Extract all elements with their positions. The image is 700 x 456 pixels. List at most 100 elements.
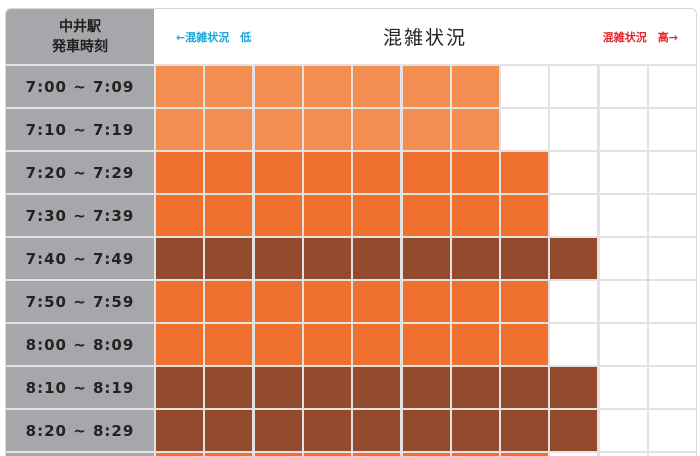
congestion-cell-filled: [353, 281, 401, 322]
congestion-cell-filled: [353, 367, 401, 408]
congestion-cell-filled: [402, 152, 450, 193]
congestion-cell-empty: [599, 66, 647, 107]
congestion-cell-filled: [205, 324, 253, 365]
congestion-cell-filled: [254, 410, 302, 451]
congestion-cell-empty: [550, 66, 598, 107]
congestion-cell-filled: [353, 410, 401, 451]
station-name: 中井駅: [59, 18, 101, 35]
congestion-cell-filled: [451, 238, 499, 279]
time-label: 8:00 ~ 8:09: [6, 324, 154, 365]
congestion-cell-empty: [649, 109, 696, 150]
time-label: 8:20 ~ 8:29: [6, 410, 154, 451]
time-label: 7:10 ~ 7:19: [6, 109, 154, 150]
congestion-cell-filled: [156, 238, 203, 279]
time-label: 7:00 ~ 7:09: [6, 66, 154, 107]
congestion-cell-filled: [254, 453, 302, 456]
congestion-cell-empty: [599, 324, 647, 365]
time-label: 7:20 ~ 7:29: [6, 152, 154, 193]
congestion-cell-filled: [156, 453, 203, 456]
congestion-cell-filled: [303, 324, 351, 365]
congestion-cell-filled: [353, 109, 401, 150]
congestion-cell-filled: [254, 324, 302, 365]
congestion-cell-empty: [599, 453, 647, 456]
congestion-cell-filled: [353, 324, 401, 365]
chart-title: 混雑状況: [382, 27, 467, 49]
congestion-cell-filled: [402, 238, 450, 279]
congestion-cell-filled: [451, 195, 499, 236]
congestion-cell-filled: [205, 410, 253, 451]
congestion-cell-filled: [501, 195, 549, 236]
congestion-cell-empty: [649, 152, 696, 193]
congestion-cell-filled: [254, 66, 302, 107]
congestion-cell-filled: [353, 66, 401, 107]
congestion-cell-empty: [649, 410, 696, 451]
congestion-cell-empty: [599, 281, 647, 322]
congestion-cell-empty: [550, 453, 598, 456]
high-congestion-legend: 混雑状況 高→: [602, 31, 678, 44]
congestion-cell-empty: [599, 195, 647, 236]
congestion-cell-filled: [205, 195, 253, 236]
time-label: 7:50 ~ 7:59: [6, 281, 154, 322]
congestion-cell-filled: [451, 410, 499, 451]
congestion-cell-filled: [451, 109, 499, 150]
station-header: 中井駅 発車時刻: [6, 9, 154, 64]
congestion-cell-filled: [205, 453, 253, 456]
congestion-cell-empty: [599, 109, 647, 150]
congestion-cell-filled: [156, 152, 203, 193]
congestion-cell-filled: [205, 238, 253, 279]
congestion-cell-filled: [303, 195, 351, 236]
congestion-cell-empty: [550, 152, 598, 193]
congestion-cell-filled: [353, 238, 401, 279]
congestion-cell-filled: [254, 109, 302, 150]
congestion-cell-filled: [205, 367, 253, 408]
congestion-cell-empty: [649, 195, 696, 236]
congestion-cell-filled: [353, 152, 401, 193]
congestion-cell-filled: [451, 281, 499, 322]
congestion-cell-filled: [254, 195, 302, 236]
congestion-cell-filled: [451, 152, 499, 193]
congestion-cell-filled: [402, 453, 450, 456]
congestion-cell-empty: [599, 238, 647, 279]
congestion-cell-empty: [501, 66, 549, 107]
congestion-cell-filled: [550, 367, 598, 408]
congestion-cell-empty: [550, 281, 598, 322]
congestion-cell-empty: [550, 324, 598, 365]
congestion-cell-filled: [353, 453, 401, 456]
congestion-cell-filled: [501, 410, 549, 451]
congestion-cell-filled: [501, 152, 549, 193]
congestion-cell-empty: [550, 195, 598, 236]
time-label: [6, 453, 154, 456]
congestion-cell-empty: [649, 281, 696, 322]
congestion-cell-filled: [254, 238, 302, 279]
congestion-cell-filled: [501, 324, 549, 365]
departure-time-label: 発車時刻: [52, 38, 108, 55]
time-label: 7:40 ~ 7:49: [6, 238, 154, 279]
congestion-cell-filled: [205, 109, 253, 150]
congestion-cell-filled: [402, 367, 450, 408]
congestion-cell-filled: [156, 281, 203, 322]
congestion-cell-filled: [254, 281, 302, 322]
time-label: 8:10 ~ 8:19: [6, 367, 154, 408]
congestion-cell-filled: [451, 453, 499, 456]
congestion-cell-empty: [649, 66, 696, 107]
chart-header: ←混雑状況 低 混雑状況 混雑状況 高→: [154, 9, 696, 64]
time-label: 7:30 ~ 7:39: [6, 195, 154, 236]
low-congestion-legend: ←混雑状況 低: [176, 31, 252, 44]
congestion-cell-filled: [402, 324, 450, 365]
congestion-cell-filled: [550, 238, 598, 279]
congestion-cell-filled: [402, 410, 450, 451]
congestion-cell-filled: [501, 367, 549, 408]
congestion-cell-filled: [205, 152, 253, 193]
congestion-cell-filled: [303, 410, 351, 451]
congestion-cell-empty: [550, 109, 598, 150]
congestion-cell-empty: [501, 109, 549, 150]
congestion-cell-filled: [254, 152, 302, 193]
congestion-cell-filled: [303, 238, 351, 279]
congestion-cell-filled: [402, 109, 450, 150]
congestion-cell-filled: [451, 66, 499, 107]
congestion-cell-filled: [156, 367, 203, 408]
congestion-cell-filled: [303, 453, 351, 456]
congestion-cell-filled: [303, 367, 351, 408]
congestion-cell-filled: [156, 66, 203, 107]
congestion-cell-filled: [303, 66, 351, 107]
